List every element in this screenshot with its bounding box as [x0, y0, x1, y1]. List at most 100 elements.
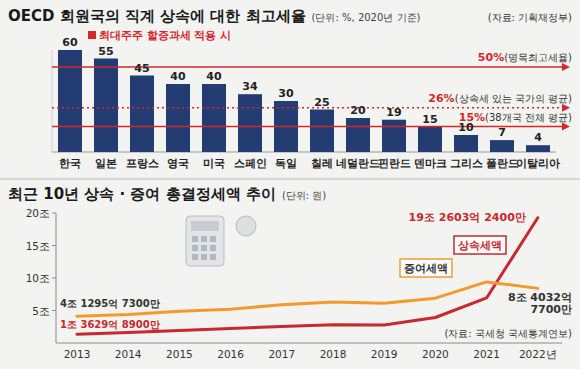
data-label: 34	[242, 80, 258, 93]
data-label: 55	[98, 45, 113, 58]
y-axis-line	[52, 50, 53, 152]
category-label: 한국	[59, 157, 81, 169]
reference-line	[52, 107, 562, 109]
background	[0, 0, 580, 369]
reference-text: (상속세 있는 국가의 평균)	[455, 93, 572, 104]
bar	[130, 76, 154, 153]
annotation: 최대주주 할증과세 적용 시	[99, 29, 231, 41]
icon-calculator	[186, 216, 224, 266]
reference-label: 15%(38개국 전체 평균)	[459, 111, 572, 124]
data-label: 20	[350, 104, 366, 117]
icon-key	[210, 245, 216, 251]
x-tick-label: 2020	[422, 348, 449, 360]
category-label: 독일	[275, 157, 297, 169]
reference-value: 26%	[428, 92, 454, 105]
category-label: 그리스	[450, 157, 483, 169]
lines	[77, 218, 538, 334]
series-tag: 증여세액	[404, 262, 448, 275]
data-label: 7	[498, 126, 506, 139]
reference-text: (명목최고세율)	[504, 52, 572, 63]
icon-key	[201, 245, 207, 251]
annotation-marker	[88, 31, 96, 39]
y-tick	[52, 278, 56, 279]
category-label: 스페인	[234, 157, 267, 169]
y-tick-label: 10조	[26, 272, 50, 284]
x-axis-line	[56, 343, 562, 344]
icon-key	[192, 245, 198, 251]
data-label: 30	[278, 87, 294, 100]
icon-key	[201, 254, 207, 260]
reference-line	[52, 126, 562, 128]
category-label: 네덜란드	[336, 157, 380, 169]
x-tick-label: 2014	[115, 348, 142, 360]
data-label: 1조 3629억 8900만	[60, 319, 160, 330]
reference-arrow	[562, 63, 570, 71]
data-label: 19조 2603억 2400만	[409, 211, 526, 224]
category-label: 영국	[167, 157, 189, 169]
chart-title: 최근 10년 상속 · 증여 총결정세액 추이	[8, 185, 276, 203]
x-tick-label: 2015	[166, 348, 193, 360]
category-label: 폴란드	[486, 157, 519, 169]
category-label: 일본	[95, 157, 117, 169]
icon-key	[210, 254, 216, 260]
x-tick-label: 2016	[217, 348, 244, 360]
icon-key	[201, 236, 207, 242]
data-label: 15	[422, 113, 437, 126]
y-tick	[52, 245, 56, 246]
data-label: 8조 4032억7700만	[508, 291, 572, 316]
data-label: 4조 1295억 7300만	[60, 298, 160, 309]
chart-subtitle: (단위: 원)	[282, 190, 326, 201]
reference-label: 26%(상속세 있는 국가의 평균)	[428, 92, 572, 105]
series-line	[77, 218, 538, 334]
data-label: 25	[314, 96, 329, 109]
bar	[202, 84, 226, 152]
series-tag-box	[400, 259, 452, 277]
series-tag: 상속세액	[458, 239, 502, 252]
icon-coin	[236, 216, 256, 236]
y-tick-label: 20조	[26, 207, 50, 219]
data-label: 40	[206, 70, 222, 83]
icon-key	[192, 236, 198, 242]
data-label: 40	[170, 70, 186, 83]
category-label: 이탈리아	[516, 157, 560, 169]
icon-screen	[191, 221, 219, 231]
data-label-line: 7700만	[530, 303, 572, 316]
data-label: 60	[62, 36, 78, 49]
reference-arrow	[562, 123, 570, 131]
x-tick-label: 2018	[320, 348, 347, 360]
y-tick-label: 5조	[32, 305, 50, 317]
reference-value: 50%	[478, 51, 504, 64]
x-tick-label: 2022년	[519, 348, 557, 360]
y-tick-label: 15조	[26, 240, 50, 252]
y-tick	[52, 310, 56, 311]
icon	[186, 216, 256, 266]
bar	[418, 127, 442, 153]
bar	[490, 140, 514, 152]
x-tick-label: 2013	[64, 348, 91, 360]
bar	[526, 145, 550, 152]
category-label: 칠레	[311, 157, 333, 169]
source: (자료: 기획재정부)	[488, 12, 572, 23]
category-label: 덴마크	[414, 157, 447, 169]
series-tag-box	[454, 236, 506, 254]
bar	[346, 118, 370, 152]
data-label: 4	[534, 131, 542, 144]
x-tick-label: 2017	[268, 348, 295, 360]
bar	[454, 135, 478, 152]
data-label: 10	[458, 121, 474, 134]
icon-key	[210, 236, 216, 242]
x-axis-line	[52, 152, 556, 153]
bar	[94, 59, 118, 153]
category-label: 프랑스	[126, 157, 159, 169]
x-tick-label: 2021	[473, 348, 500, 360]
reference-line	[52, 66, 562, 68]
bar	[166, 84, 190, 152]
bar	[382, 120, 406, 152]
section-divider	[0, 179, 580, 180]
icon-key	[192, 254, 198, 260]
category-label: 핀란드	[378, 157, 411, 169]
reference-text: (38개국 전체 평균)	[485, 112, 572, 123]
chart-subtitle: (단위: %, 2020년 기준)	[312, 12, 421, 23]
chart-root: OECD 회원국의 직계 상속에 대한 최고세율(단위: %, 2020년 기준…	[0, 0, 580, 369]
reference-label: 50%(명목최고세율)	[478, 51, 572, 64]
